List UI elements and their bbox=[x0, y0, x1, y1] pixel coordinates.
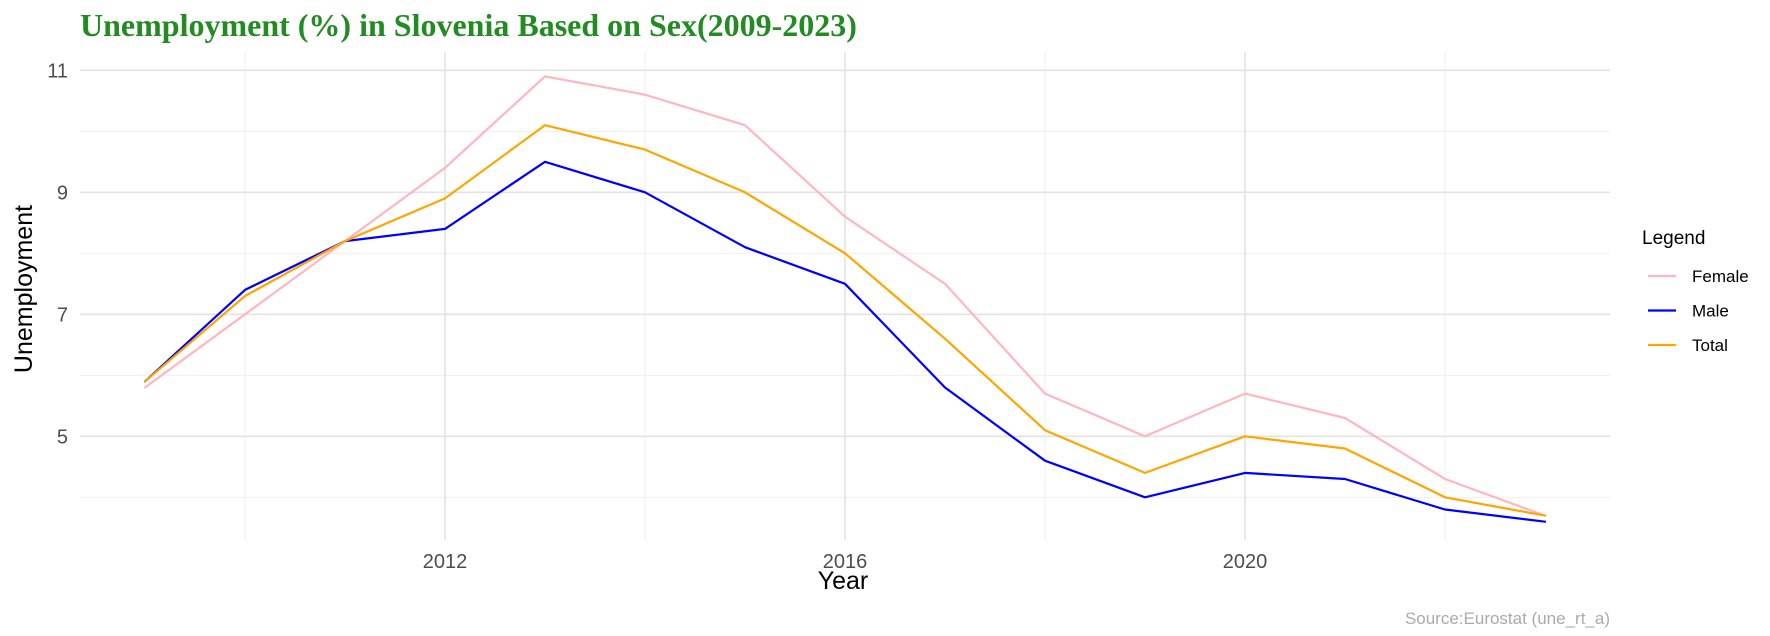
series-lines bbox=[143, 75, 1547, 523]
x-tick-label: 2016 bbox=[823, 551, 868, 573]
chart-title: Unemployment (%) in Slovenia Based on Se… bbox=[80, 7, 857, 43]
grid bbox=[80, 52, 1610, 540]
source-caption: Source:Eurostat (une_rt_a) bbox=[1405, 609, 1610, 628]
legend-items: Female Male Total bbox=[1648, 267, 1749, 355]
legend-label: Total bbox=[1692, 336, 1728, 355]
x-tick-label: 2012 bbox=[423, 551, 468, 573]
y-tick-label: 5 bbox=[57, 426, 68, 448]
y-tick-label: 9 bbox=[57, 182, 68, 204]
x-axis-title: Year bbox=[818, 567, 869, 595]
series-line-total bbox=[143, 124, 1547, 517]
legend-item-female: Female bbox=[1648, 267, 1749, 286]
y-axis-title: Unemployment bbox=[10, 205, 38, 373]
legend-label: Female bbox=[1692, 267, 1749, 286]
y-axis-ticks: 5 7 9 11 bbox=[47, 60, 68, 448]
legend-label: Male bbox=[1692, 302, 1729, 321]
legend-item-male: Male bbox=[1648, 302, 1729, 321]
y-tick-label: 11 bbox=[47, 60, 68, 82]
legend: Legend Female Male Total bbox=[1642, 228, 1749, 355]
x-axis-ticks: 2012 2016 2020 bbox=[423, 551, 1268, 573]
legend-title: Legend bbox=[1642, 228, 1705, 249]
series-line-male bbox=[143, 160, 1547, 523]
y-tick-label: 7 bbox=[57, 304, 68, 326]
legend-item-total: Total bbox=[1648, 336, 1728, 355]
series-line-female bbox=[143, 75, 1547, 517]
x-tick-label: 2020 bbox=[1223, 551, 1268, 573]
